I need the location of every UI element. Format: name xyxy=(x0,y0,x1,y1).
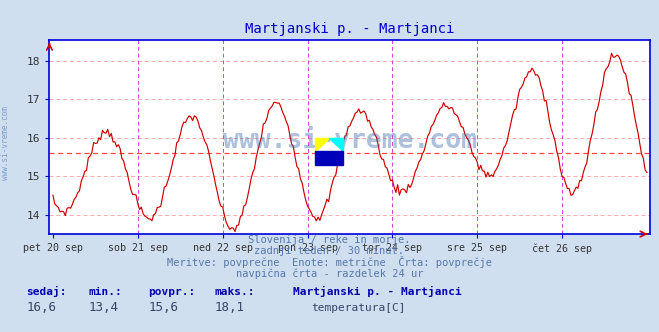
Text: Slovenija / reke in morje.: Slovenija / reke in morje. xyxy=(248,235,411,245)
Polygon shape xyxy=(329,138,343,151)
Text: 13,4: 13,4 xyxy=(89,301,119,314)
Text: min.:: min.: xyxy=(89,287,123,297)
Text: maks.:: maks.: xyxy=(214,287,254,297)
Text: zadnji teden / 30 minut.: zadnji teden / 30 minut. xyxy=(254,246,405,256)
Text: temperatura[C]: temperatura[C] xyxy=(311,303,405,313)
Text: 16,6: 16,6 xyxy=(26,301,57,314)
Text: sedaj:: sedaj: xyxy=(26,286,67,297)
Text: Meritve: povprečne  Enote: metrične  Črta: povprečje: Meritve: povprečne Enote: metrične Črta:… xyxy=(167,256,492,268)
Text: povpr.:: povpr.: xyxy=(148,287,196,297)
Title: Martjanski p. - Martjanci: Martjanski p. - Martjanci xyxy=(245,22,455,36)
Text: 18,1: 18,1 xyxy=(214,301,244,314)
Text: www.si-vreme.com: www.si-vreme.com xyxy=(1,106,10,180)
Text: navpična črta - razdelek 24 ur: navpična črta - razdelek 24 ur xyxy=(236,268,423,279)
Text: 15,6: 15,6 xyxy=(148,301,179,314)
Text: www.si-vreme.com: www.si-vreme.com xyxy=(223,128,477,154)
Polygon shape xyxy=(314,151,343,165)
Text: Martjanski p. - Martjanci: Martjanski p. - Martjanci xyxy=(293,286,462,297)
Polygon shape xyxy=(314,138,329,151)
